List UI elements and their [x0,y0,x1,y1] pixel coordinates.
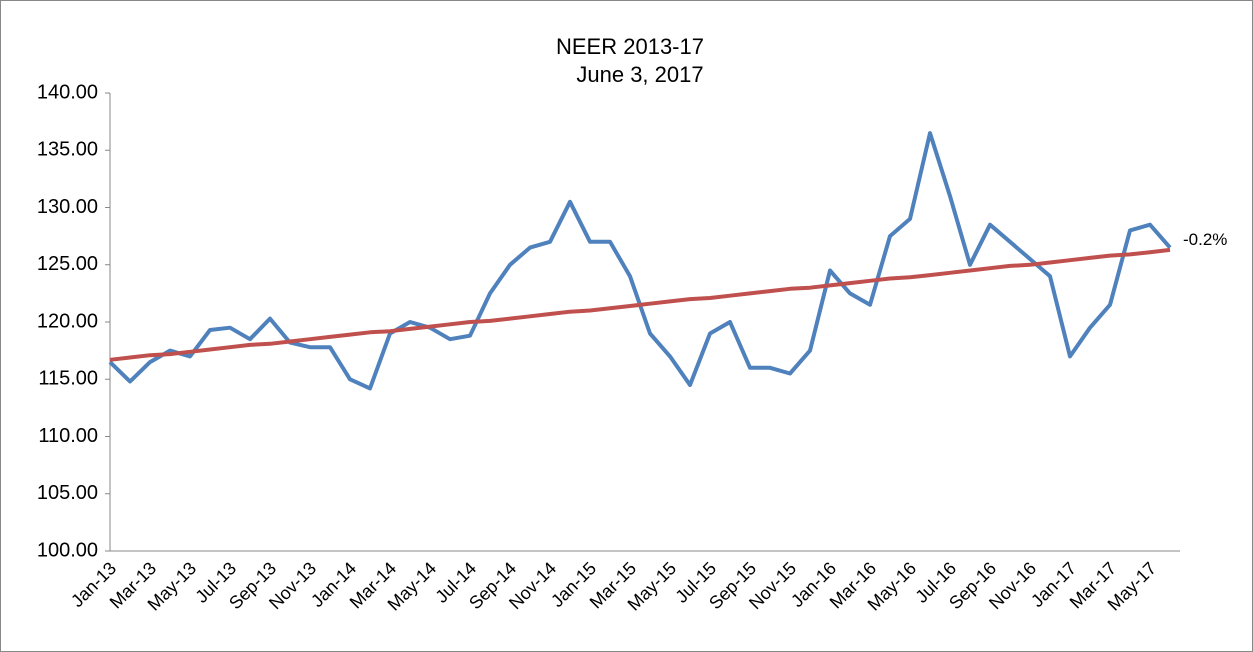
y-tick-label: 135.00 [37,139,98,161]
y-tick-label: 105.00 [37,482,98,504]
y-tick-label: 115.00 [38,368,98,390]
y-tick-label: 125.00 [37,253,98,275]
y-tick-label: 110.00 [38,425,98,447]
y-tick-label: 120.00 [37,310,98,332]
chart-title: NEER 2013-17 [556,34,704,59]
annotation: -0.2% [1183,230,1227,249]
chart-subtitle: June 3, 2017 [576,62,703,87]
trend-line [109,247,1171,362]
y-tick-label: 140.00 [37,81,98,103]
y-tick-label: 130.00 [37,196,98,218]
y-tick-label: 100.00 [37,539,98,561]
